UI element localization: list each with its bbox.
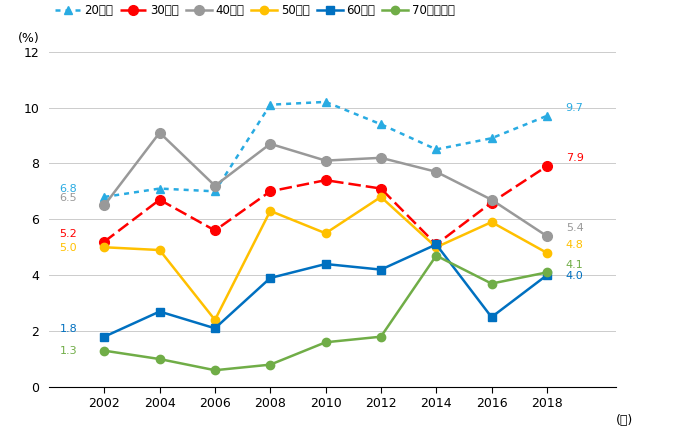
70歳代以上 [155,356,164,362]
Text: 1.3: 1.3 [60,346,77,356]
30歳代 [155,197,164,203]
40歳代 [211,183,219,188]
70歳代以上 [321,340,330,345]
50歳代 [377,194,385,200]
20歳代 [377,122,385,127]
60歳代 [211,326,219,331]
Text: 6.8: 6.8 [60,184,77,194]
50歳代 [321,231,330,236]
Text: 5.0: 5.0 [60,243,77,253]
30歳代 [432,242,440,247]
60歳代 [100,334,108,339]
40歳代 [487,197,496,203]
40歳代 [100,203,108,208]
30歳代 [321,178,330,183]
50歳代 [487,220,496,225]
Text: 4.8: 4.8 [566,240,584,250]
Text: 1.8: 1.8 [60,324,77,334]
Text: 9.7: 9.7 [566,103,584,113]
40歳代 [377,155,385,160]
70歳代以上 [542,270,551,275]
50歳代 [266,209,274,214]
60歳代 [432,242,440,247]
50歳代 [155,248,164,253]
30歳代 [100,239,108,244]
40歳代 [542,233,551,239]
50歳代 [211,317,219,322]
20歳代 [211,189,219,194]
40歳代 [321,158,330,163]
30歳代 [487,200,496,205]
70歳代以上 [211,368,219,373]
Line: 20歳代: 20歳代 [100,98,551,201]
Text: (年): (年) [616,414,634,427]
50歳代 [542,250,551,255]
50歳代 [432,245,440,250]
Text: 4.0: 4.0 [566,271,584,281]
70歳代以上 [377,334,385,339]
70歳代以上 [100,348,108,353]
30歳代 [211,228,219,233]
60歳代 [155,309,164,314]
70歳代以上 [432,253,440,258]
Text: 7.9: 7.9 [566,154,584,163]
30歳代 [542,164,551,169]
Line: 50歳代: 50歳代 [100,193,551,324]
20歳代 [321,99,330,104]
Line: 30歳代: 30歳代 [99,161,552,249]
Text: 5.2: 5.2 [60,229,77,239]
20歳代 [155,186,164,191]
Text: (%): (%) [18,32,40,45]
60歳代 [542,273,551,278]
20歳代 [542,114,551,119]
Text: 5.4: 5.4 [566,223,584,233]
60歳代 [377,267,385,272]
70歳代以上 [487,281,496,286]
60歳代 [487,315,496,320]
Legend: 20歳代, 30歳代, 40歳代, 50歳代, 60歳代, 70歳代以上: 20歳代, 30歳代, 40歳代, 50歳代, 60歳代, 70歳代以上 [55,4,454,17]
60歳代 [321,261,330,267]
30歳代 [377,186,385,191]
Text: 6.5: 6.5 [60,193,77,203]
20歳代 [266,102,274,108]
70歳代以上 [266,362,274,367]
20歳代 [432,147,440,152]
Line: 60歳代: 60歳代 [100,240,551,341]
Line: 40歳代: 40歳代 [99,128,552,241]
40歳代 [432,169,440,175]
40歳代 [266,141,274,147]
40歳代 [155,130,164,135]
20歳代 [100,194,108,200]
30歳代 [266,189,274,194]
60歳代 [266,276,274,281]
Text: 4.1: 4.1 [566,260,584,270]
20歳代 [487,136,496,141]
Line: 70歳代以上: 70歳代以上 [100,252,551,375]
50歳代 [100,245,108,250]
